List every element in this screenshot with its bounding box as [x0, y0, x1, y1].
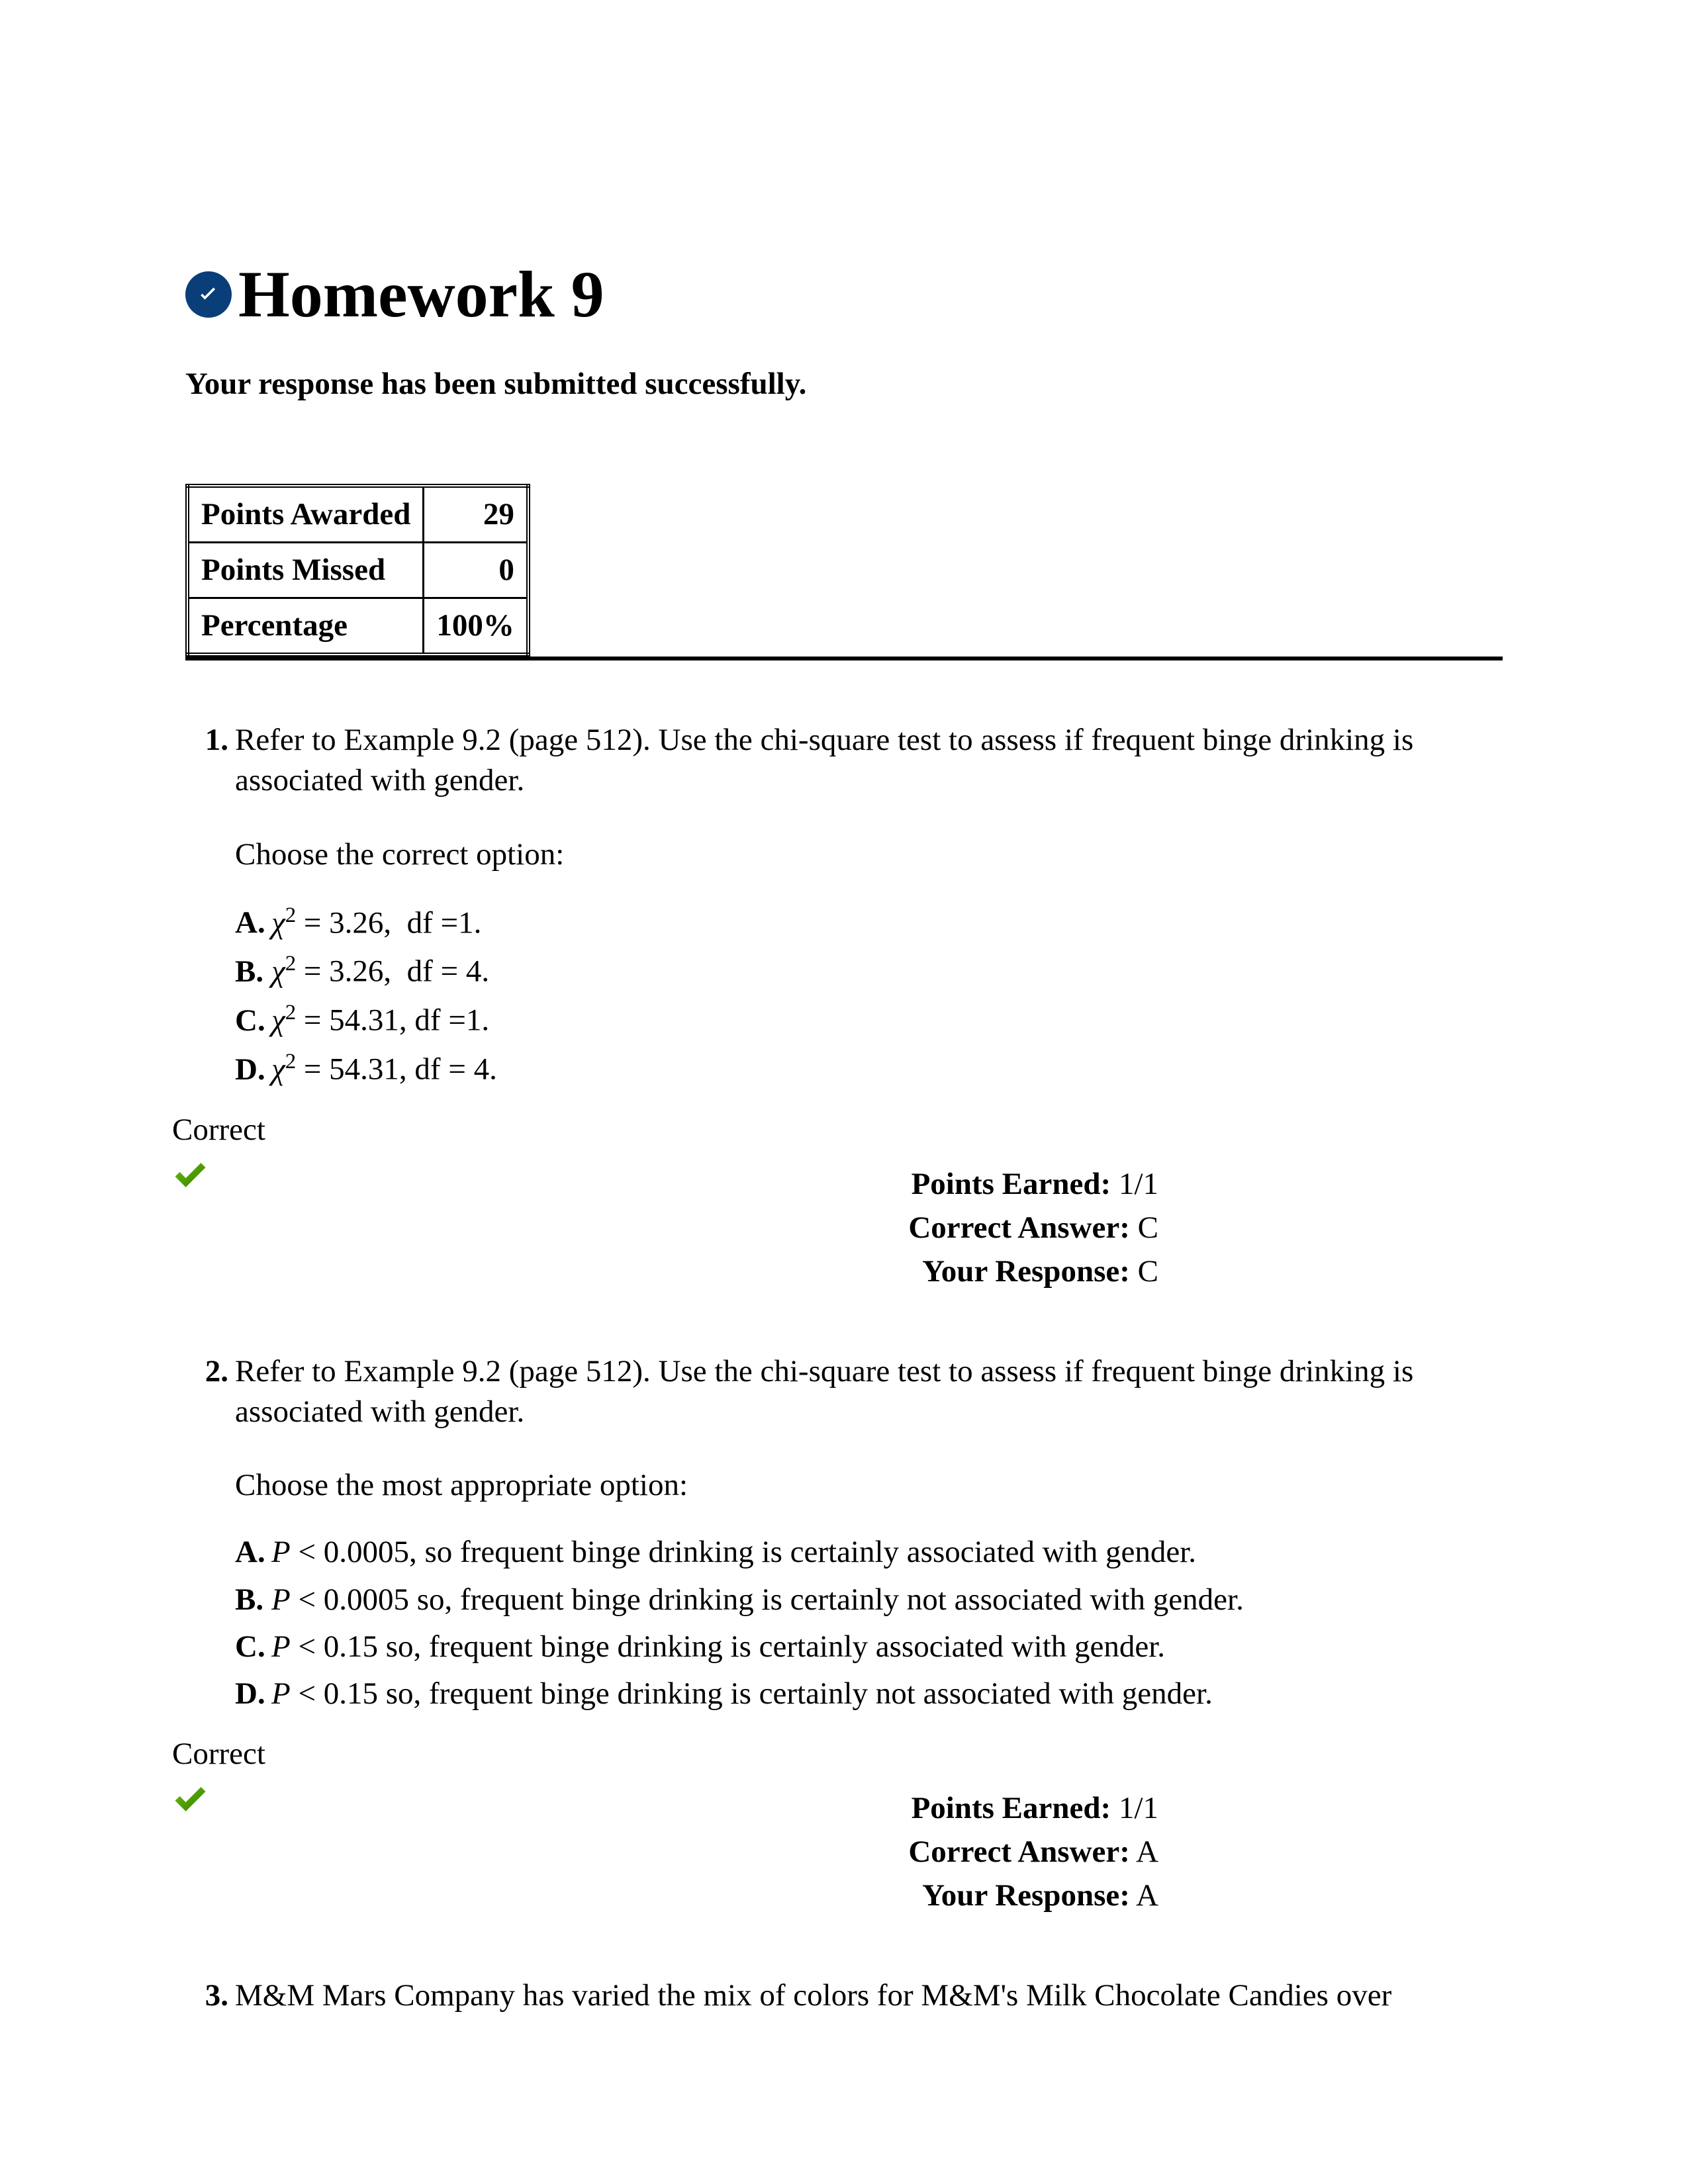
- answer-block: Points Earned: 1/1 Correct Answer: C You…: [185, 1164, 1503, 1292]
- option-a: A. P < 0.0005, so frequent binge drinkin…: [235, 1532, 1503, 1572]
- option-d: D. χ2 = 54.31, df = 4.: [235, 1048, 1503, 1090]
- option-c: C. P < 0.15 so, frequent binge drinking …: [235, 1627, 1503, 1667]
- your-response: Your Response: C: [185, 1251, 1158, 1292]
- options-list: A. χ2 = 3.26, df =1. B. χ2 = 3.26, df = …: [235, 901, 1503, 1090]
- table-row: Percentage 100%: [187, 598, 528, 655]
- page-title: Homework 9: [238, 251, 604, 338]
- question-2: 2. Refer to Example 9.2 (page 512). Use …: [185, 1351, 1503, 1916]
- option-body: P < 0.0005 so, frequent binge drinking i…: [271, 1580, 1503, 1620]
- option-d: D. P < 0.15 so, frequent binge drinking …: [235, 1674, 1503, 1714]
- option-letter: A.: [235, 1532, 271, 1572]
- score-section: Points Awarded 29 Points Missed 0 Percen…: [185, 484, 1503, 660]
- option-formula: χ2 = 3.26, df =1.: [271, 901, 1503, 944]
- score-table: Points Awarded 29 Points Missed 0 Percen…: [185, 484, 530, 657]
- answer-block: Points Earned: 1/1 Correct Answer: A You…: [185, 1788, 1503, 1916]
- table-row: Points Missed 0: [187, 543, 528, 598]
- correct-answer: Correct Answer: A: [185, 1832, 1158, 1872]
- option-letter: B.: [235, 1580, 271, 1620]
- submission-message: Your response has been submitted success…: [185, 364, 1503, 404]
- score-label: Percentage: [187, 598, 424, 655]
- correct-label: Correct: [172, 1110, 1503, 1150]
- question-3: 3. M&M Mars Company has varied the mix o…: [185, 1976, 1503, 2016]
- question-text: Refer to Example 9.2 (page 512). Use the…: [235, 720, 1503, 801]
- score-value: 0: [424, 543, 528, 598]
- score-label: Points Awarded: [187, 486, 424, 543]
- option-c: C. χ2 = 54.31, df =1.: [235, 999, 1503, 1041]
- option-formula: χ2 = 3.26, df = 4.: [271, 950, 1503, 992]
- question-1: 1. Refer to Example 9.2 (page 512). Use …: [185, 720, 1503, 1292]
- option-letter: D.: [235, 1050, 271, 1090]
- check-circle-icon: [185, 271, 232, 318]
- options-list: A. P < 0.0005, so frequent binge drinkin…: [235, 1532, 1503, 1713]
- table-row: Points Awarded 29: [187, 486, 528, 543]
- option-formula: χ2 = 54.31, df = 4.: [271, 1048, 1503, 1090]
- correct-answer: Correct Answer: C: [185, 1208, 1158, 1248]
- option-letter: C.: [235, 1001, 271, 1041]
- question-text: Refer to Example 9.2 (page 512). Use the…: [235, 1351, 1503, 1432]
- points-earned: Points Earned: 1/1: [185, 1788, 1158, 1829]
- option-b: B. χ2 = 3.26, df = 4.: [235, 950, 1503, 992]
- question-number: 3.: [185, 1976, 235, 2016]
- option-b: B. P < 0.0005 so, frequent binge drinkin…: [235, 1580, 1503, 1620]
- question-number: 1.: [185, 720, 235, 1096]
- option-body: P < 0.15 so, frequent binge drinking is …: [271, 1627, 1503, 1667]
- checkmark-icon: [172, 1790, 209, 1825]
- option-a: A. χ2 = 3.26, df =1.: [235, 901, 1503, 944]
- option-formula: χ2 = 54.31, df =1.: [271, 999, 1503, 1041]
- score-value: 100%: [424, 598, 528, 655]
- option-letter: A.: [235, 903, 271, 943]
- option-letter: D.: [235, 1674, 271, 1714]
- option-body: P < 0.0005, so frequent binge drinking i…: [271, 1532, 1503, 1572]
- question-prompt: Choose the correct option:: [235, 835, 1503, 875]
- option-letter: C.: [235, 1627, 271, 1667]
- question-number: 2.: [185, 1351, 235, 1721]
- score-label: Points Missed: [187, 543, 424, 598]
- question-prompt: Choose the most appropriate option:: [235, 1465, 1503, 1506]
- checkmark-icon: [172, 1166, 209, 1201]
- score-value: 29: [424, 486, 528, 543]
- option-letter: B.: [235, 952, 271, 992]
- your-response: Your Response: A: [185, 1876, 1158, 1916]
- option-body: P < 0.15 so, frequent binge drinking is …: [271, 1674, 1503, 1714]
- page: Homework 9 Your response has been submit…: [0, 0, 1688, 2184]
- correct-label: Correct: [172, 1734, 1503, 1774]
- title-row: Homework 9: [185, 251, 1503, 338]
- points-earned: Points Earned: 1/1: [185, 1164, 1158, 1205]
- question-text: M&M Mars Company has varied the mix of c…: [235, 1976, 1503, 2016]
